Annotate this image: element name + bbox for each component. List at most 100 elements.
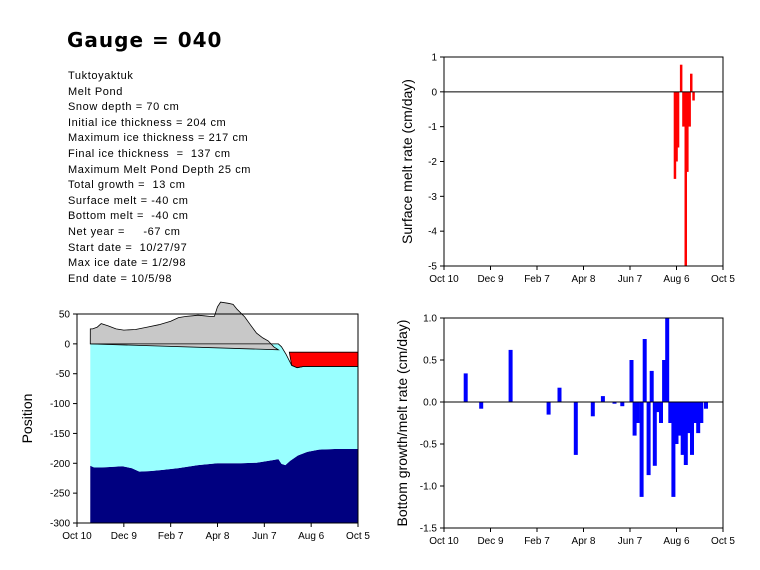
bar (699, 402, 704, 423)
y-tick-label: -300 (50, 519, 70, 530)
plot-frame (76, 313, 359, 524)
melt-pond-area (288, 351, 359, 369)
y-tick-label: -50 (56, 369, 71, 380)
bar (639, 402, 644, 497)
x-tick-label: Apr 8 (572, 274, 596, 285)
x-tick-label: Dec 9 (477, 536, 504, 547)
bar (688, 91, 691, 127)
x-tick-label: Jun 7 (618, 536, 643, 547)
x-tick-label: Apr 8 (206, 531, 230, 542)
bar (665, 318, 670, 402)
y-tick-label: -0.5 (420, 440, 438, 451)
x-tick-label: Feb 7 (524, 536, 550, 547)
x-tick-label: Dec 9 (477, 274, 504, 285)
position-chart: Oct 10 Dec 9 Feb 7 Apr 8 Jun 7 Aug 6 Oct 5 50 0 -… (19, 301, 370, 542)
bar (659, 402, 663, 423)
bar (479, 402, 484, 409)
plot-frame (443, 56, 724, 267)
bar (683, 402, 688, 465)
x-tick-label: Oct 10 (429, 536, 459, 547)
y-tick-label: -100 (50, 399, 70, 410)
y-tick-label: -200 (50, 459, 70, 470)
bar (632, 402, 637, 436)
bar (686, 402, 691, 434)
x-tick-label: Aug 6 (663, 274, 690, 285)
y-tick-label: 0.0 (423, 398, 437, 409)
bar (677, 402, 682, 436)
y-tick-label: 1.0 (423, 314, 437, 325)
ice-top-line (90, 343, 358, 369)
bar (690, 402, 694, 455)
bar (649, 370, 654, 402)
y-axis-label: Surface melt rate (cm/day) (399, 79, 415, 244)
y-tick-label: -250 (50, 489, 70, 500)
y-tick-label: -5 (428, 262, 437, 273)
bar (676, 91, 680, 148)
surface-melt-chart: Oct 10 Dec 9 Feb 7 Apr 8 Jun 7 Aug 6 Oct 5 1 0 -1… (399, 53, 735, 286)
bar (686, 91, 689, 172)
y-tick-label: -4 (428, 227, 437, 238)
bar (671, 402, 676, 497)
x-tick-label: Apr 8 (572, 536, 596, 547)
x-tick-label: Jun 7 (618, 274, 643, 285)
info-line: Snow depth = 70 cm (68, 101, 180, 114)
plot-frame (443, 317, 724, 529)
y-tick-label: -2 (428, 157, 437, 168)
info-line: Tuktoyaktuk (68, 70, 134, 82)
bar (682, 91, 685, 127)
bottom-melt-chart: Oct 10 Dec 9 Feb 7 Apr 8 Jun 7 Aug 6 Oct 5 1.0 0… (394, 314, 735, 548)
y-axis-label: Bottom growth/melt rate (cm/day) (394, 320, 410, 527)
bar (508, 349, 513, 402)
bar (557, 387, 562, 402)
bar (675, 91, 678, 162)
x-tick-label: Oct 10 (62, 531, 92, 542)
x-tick-label: Oct 10 (429, 274, 459, 285)
y-tick-label: 0 (64, 339, 70, 350)
info-line: Total growth = 13 cm (68, 179, 186, 192)
bar (692, 91, 695, 101)
x-tick-label: Feb 7 (524, 274, 550, 285)
bar (635, 402, 640, 423)
x-tick-label: Dec 9 (111, 531, 138, 542)
bar (612, 402, 617, 404)
water-area (90, 449, 359, 523)
y-tick-label: -3 (428, 192, 437, 203)
y-tick-label: 50 (59, 310, 71, 321)
bar (679, 64, 683, 92)
x-tick-label: Aug 6 (298, 531, 325, 542)
y-tick-label: 1 (431, 53, 437, 64)
bar (642, 339, 647, 402)
bar (646, 402, 651, 476)
info-line: Start date = 10/27/97 (68, 241, 188, 254)
ice-area (90, 343, 359, 472)
info-line: Maximum Melt Pond Depth 25 cm (68, 163, 252, 176)
bar (573, 402, 578, 455)
x-tick-label: Oct 5 (711, 536, 735, 547)
bar (652, 402, 657, 466)
bar (684, 91, 687, 266)
bar (704, 402, 708, 409)
info-line: Initial ice thickness = 204 cm (68, 116, 227, 129)
y-tick-label: -1.0 (420, 482, 438, 493)
info-line: Max ice date = 1/2/98 (68, 257, 187, 270)
y-tick-label: 0.5 (423, 356, 437, 367)
bar (620, 402, 625, 407)
y-tick-label: -1 (428, 122, 437, 133)
x-tick-label: Oct 5 (346, 531, 370, 542)
x-tick-label: Jun 7 (252, 531, 277, 542)
bar (673, 91, 677, 179)
bar (662, 360, 667, 402)
y-tick-label: -150 (50, 429, 70, 440)
bar (590, 402, 595, 417)
bar (668, 402, 673, 423)
x-tick-label: Feb 7 (158, 531, 184, 542)
info-line: Bottom melt = -40 cm (68, 210, 189, 223)
bar (600, 396, 605, 402)
bar (696, 402, 701, 434)
info-line: Final ice thickness = 137 cm (68, 147, 231, 160)
info-line: Net year = -67 cm (68, 225, 181, 238)
bar (655, 402, 660, 413)
info-line: Maximum ice thickness = 217 cm (68, 132, 249, 145)
y-tick-label: 0 (431, 87, 437, 98)
